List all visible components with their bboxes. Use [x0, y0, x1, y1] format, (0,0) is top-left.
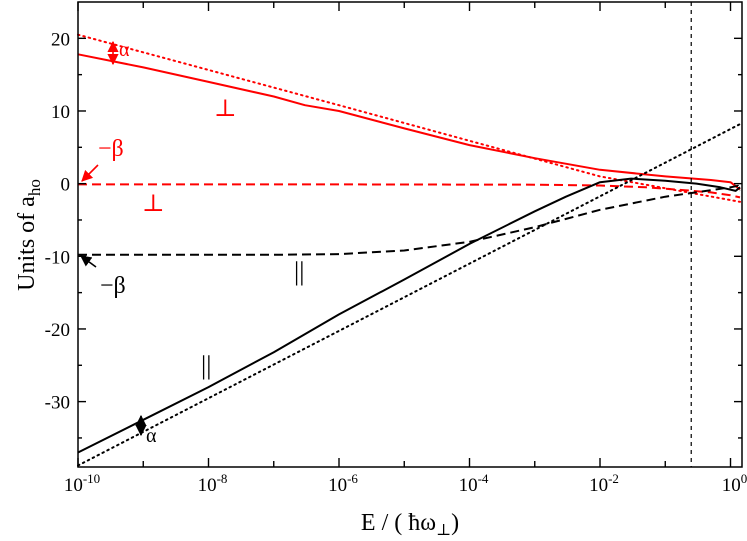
series-black-solid-line	[77, 177, 741, 454]
x-axis-title-omega: ω	[420, 510, 436, 536]
series-layer	[77, 33, 741, 467]
y-tick-label: 10	[51, 102, 70, 123]
series-black-dotted-line	[77, 123, 741, 467]
beta-red-arrow	[81, 164, 99, 182]
y-axis-title: Units of aho	[14, 179, 44, 291]
x-tick-label-base: 10	[198, 475, 217, 496]
annotation-perp-red-lower: ⊥	[142, 191, 165, 217]
y-tick-label: -20	[45, 320, 70, 341]
series-black-dashed-line	[78, 184, 741, 256]
y-tick-label: -10	[45, 247, 70, 268]
annotation-alpha-red: α	[119, 39, 130, 61]
x-tick-label-base: 10	[589, 475, 608, 496]
x-tick-label-exponent: -10	[83, 471, 100, 486]
x-tick-label: 10-4	[459, 471, 489, 496]
x-tick-label-base: 10	[64, 475, 83, 496]
x-tick-label: 10-8	[198, 471, 228, 496]
series-red-dotted-line	[77, 33, 741, 203]
beta-black-arrow	[80, 255, 97, 268]
x-axis-title-sub: ⊥	[436, 522, 451, 539]
x-tick-label-exponent: -4	[478, 471, 489, 486]
x-axis-title: E / ( ħω⊥)	[361, 510, 459, 539]
x-tick-label: 10-2	[589, 471, 619, 496]
annotation-parallel-lower: ||	[201, 351, 211, 380]
x-tick-label-exponent: -6	[347, 471, 358, 486]
annotation-minus-beta-red: −β	[98, 136, 124, 162]
x-axis-title-hbar: ħ	[408, 510, 420, 536]
annotation-perp-red-upper: ⊥	[214, 96, 237, 122]
x-tick-label-exponent: 0	[741, 471, 747, 486]
x-axis-title-main: E / (	[361, 510, 408, 536]
x-tick-label-base: 10	[328, 475, 347, 496]
x-tick-label: 10-6	[328, 471, 358, 496]
x-axis-title-close: )	[451, 510, 459, 536]
x-tick-label-base: 10	[722, 475, 741, 496]
series-red-solid-line	[77, 53, 741, 191]
x-tick-label: 10-10	[64, 471, 100, 496]
y-tick-label: 0	[61, 175, 71, 196]
x-tick-label-exponent: -8	[217, 471, 228, 486]
annotation-minus-beta-black: −β	[100, 273, 126, 299]
y-axis-title-main: Units of a	[14, 196, 40, 291]
y-axis-title-sub: ho	[25, 179, 44, 196]
annotation-alpha-black: α	[146, 425, 157, 447]
plot-frame	[77, 1, 743, 468]
y-tick-label: -30	[45, 393, 70, 414]
x-tick-label-exponent: -2	[608, 471, 619, 486]
y-tick-label: 20	[51, 29, 70, 50]
x-tick-label-base: 10	[459, 475, 478, 496]
x-tick-label: 100	[722, 471, 747, 496]
annotation-parallel-upper: ||	[294, 257, 304, 286]
series-red-dashed-line	[78, 183, 741, 199]
